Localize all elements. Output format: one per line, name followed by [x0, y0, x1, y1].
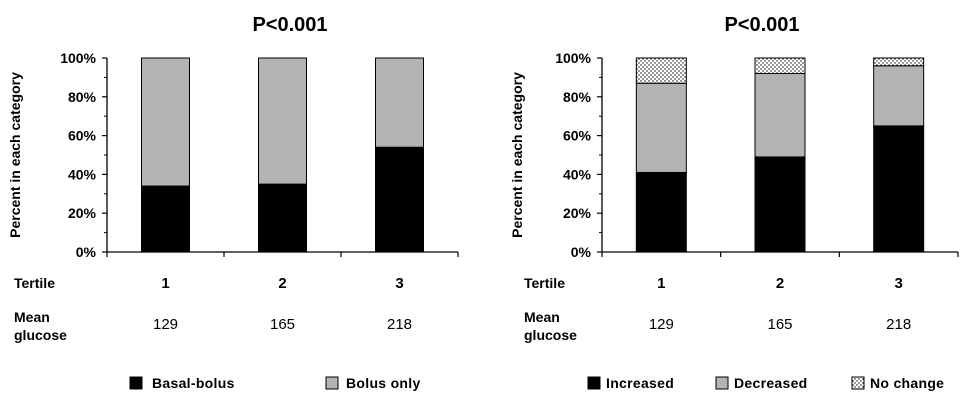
bar-increased-2	[754, 156, 806, 253]
bar-decreased-2	[754, 73, 806, 158]
y-axis-label: Percent in each category	[509, 72, 525, 238]
bar-no-change-1	[635, 57, 687, 84]
legend-swatch	[587, 376, 601, 390]
bar-basal-bolus-3	[375, 146, 424, 253]
y-tick-label: 20%	[563, 205, 592, 221]
y-tick-label: 80%	[563, 89, 592, 105]
y-axis-label: Percent in each category	[7, 72, 23, 238]
bar-no-change-2	[754, 57, 806, 75]
bar-basal-bolus-2	[258, 183, 307, 253]
category-label: 2	[278, 275, 286, 292]
mean-glucose-value: 165	[270, 316, 295, 333]
bar-decreased-1	[635, 82, 687, 173]
category-label: 1	[161, 275, 169, 292]
mean-glucose-value: 218	[387, 316, 412, 333]
bar-bolus-only-1	[141, 57, 190, 187]
bar-no-change-3	[873, 57, 925, 67]
chart-title: P<0.001	[724, 14, 799, 36]
legend-swatch	[325, 376, 339, 390]
row-label-mean: Mean	[14, 309, 50, 325]
row-label-glucose: glucose	[14, 327, 67, 343]
mean-glucose-value: 129	[153, 316, 178, 333]
category-label: 2	[776, 275, 784, 292]
legend-label: Increased	[606, 375, 674, 391]
legend-label: Decreased	[734, 375, 808, 391]
row-label-tertile: Tertile	[14, 275, 55, 291]
bar-increased-1	[635, 171, 687, 253]
row-label-mean: Mean	[524, 309, 560, 325]
mean-glucose-value: 165	[767, 316, 792, 333]
y-tick-label: 100%	[555, 50, 591, 66]
y-tick-label: 20%	[68, 205, 97, 221]
legend-label: Basal-bolus	[152, 375, 235, 391]
y-tick-label: 60%	[563, 128, 592, 144]
y-tick-label: 0%	[571, 244, 592, 260]
y-tick-label: 0%	[76, 244, 97, 260]
legend-swatch	[851, 376, 865, 390]
bar-basal-bolus-1	[141, 185, 190, 253]
bar-bolus-only-3	[375, 57, 424, 148]
category-label: 3	[395, 275, 403, 292]
legend-swatch	[129, 376, 143, 390]
row-label-glucose: glucose	[524, 327, 577, 343]
y-tick-label: 60%	[68, 128, 97, 144]
y-tick-label: 40%	[563, 166, 592, 182]
y-tick-label: 100%	[60, 50, 96, 66]
bar-decreased-3	[873, 65, 925, 127]
bar-increased-3	[873, 125, 925, 253]
chart-title: P<0.001	[252, 14, 327, 36]
category-label: 3	[894, 275, 902, 292]
y-tick-label: 80%	[68, 89, 97, 105]
mean-glucose-value: 129	[649, 316, 674, 333]
row-label-tertile: Tertile	[524, 275, 565, 291]
legend-swatch	[715, 376, 729, 390]
y-tick-label: 40%	[68, 166, 97, 182]
bar-bolus-only-2	[258, 57, 307, 185]
legend-label: Bolus only	[346, 375, 421, 391]
chart-panel-1: P<0.001 Percent in each category 0% 20% 40% 6…	[7, 14, 459, 391]
category-label: 1	[657, 275, 665, 292]
mean-glucose-value: 218	[886, 316, 911, 333]
chart-panel-2: P<0.001 Percent in each category 0% 20% 40% 6…	[509, 14, 959, 391]
legend-label: No change	[870, 375, 944, 391]
